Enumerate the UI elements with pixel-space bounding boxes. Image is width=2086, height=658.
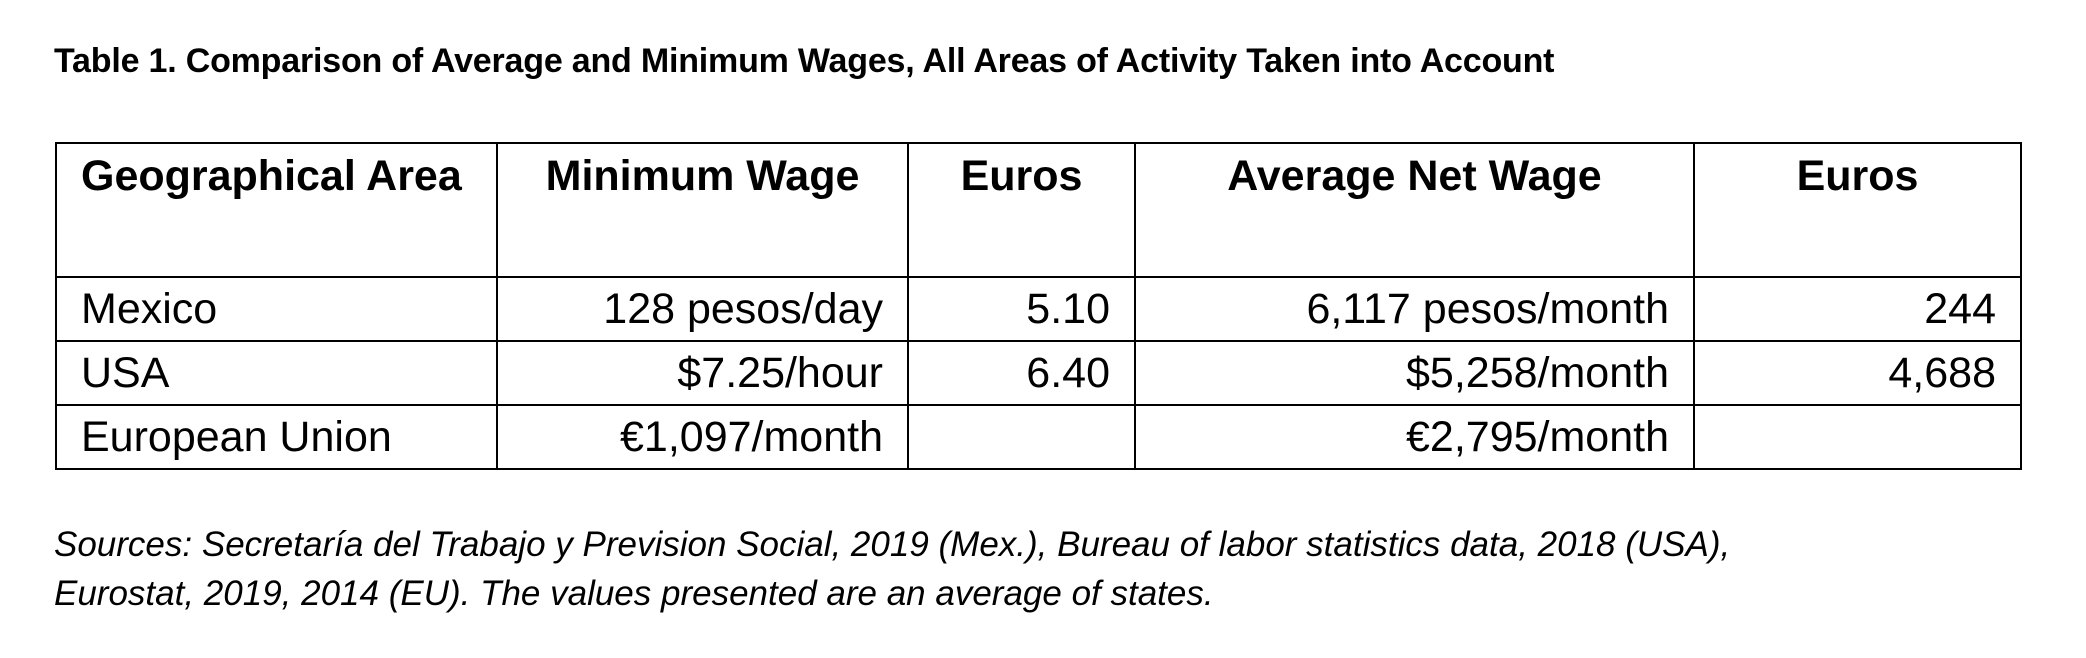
column-header-euros: Euros — [1693, 142, 2022, 278]
table-cell: 4,688 — [1693, 340, 2022, 406]
table-cell: €2,795/month — [1134, 404, 1695, 470]
table-row: European Union €1,097/month €2,795/month — [55, 404, 2022, 470]
table-cell: 6.40 — [907, 340, 1136, 406]
column-header-euros: Euros — [907, 142, 1136, 278]
table-header-row: Geographical Area Minimum Wage Euros Ave… — [55, 142, 2022, 278]
table-row: Mexico 128 pesos/day 5.10 6,117 pesos/mo… — [55, 276, 2022, 342]
table-cell: 244 — [1693, 276, 2022, 342]
table-cell: $7.25/hour — [496, 340, 909, 406]
sources-line-2: Eurostat, 2019, 2014 (EU). The values pr… — [54, 574, 1214, 613]
table-row: USA $7.25/hour 6.40 $5,258/month 4,688 — [55, 340, 2022, 406]
table-cell — [1693, 404, 2022, 470]
sources-line-1: Sources: Secretaría del Trabajo y Previs… — [54, 525, 1731, 564]
table-cell: $5,258/month — [1134, 340, 1695, 406]
table-cell: European Union — [55, 404, 498, 470]
table-cell: 5.10 — [907, 276, 1136, 342]
table-cell: 128 pesos/day — [496, 276, 909, 342]
wages-table: Geographical Area Minimum Wage Euros Ave… — [55, 142, 2022, 470]
sources-note: Sources: Secretaría del Trabajo y Previs… — [54, 520, 2014, 618]
table-cell — [907, 404, 1136, 470]
column-header-minimum-wage: Minimum Wage — [496, 142, 909, 278]
table-cell: 6,117 pesos/month — [1134, 276, 1695, 342]
table-cell: €1,097/month — [496, 404, 909, 470]
table-cell: USA — [55, 340, 498, 406]
table-title: Table 1. Comparison of Average and Minim… — [54, 42, 1555, 80]
column-header-geographical-area: Geographical Area — [55, 142, 498, 278]
table-cell: Mexico — [55, 276, 498, 342]
column-header-average-net-wage: Average Net Wage — [1134, 142, 1695, 278]
